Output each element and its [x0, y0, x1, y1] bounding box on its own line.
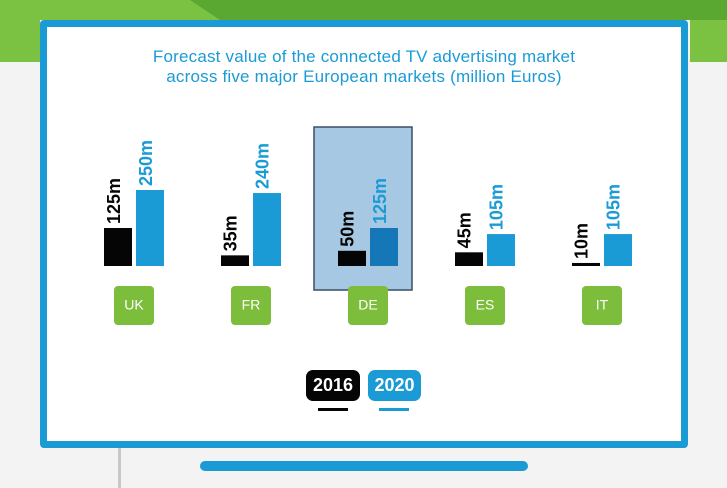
- legend-item-2016[interactable]: 2016: [306, 370, 360, 401]
- bar-2016-it: [572, 262, 600, 266]
- value-label-2020-de: 125m: [370, 178, 390, 224]
- category-badge-es: [465, 286, 505, 325]
- category-badge-de: [348, 286, 388, 325]
- category-label-de: DE: [358, 297, 377, 313]
- bar-2016-de: [338, 250, 366, 266]
- bar-2020-uk: [136, 190, 164, 266]
- chart-title-line-2: across five major European markets (mill…: [166, 67, 562, 86]
- category-label-fr: FR: [242, 297, 261, 313]
- category-label-uk: UK: [124, 297, 144, 313]
- value-label-2016-es: 45m: [455, 212, 475, 248]
- category-label-es: ES: [476, 297, 495, 313]
- value-label-2016-de: 50m: [338, 211, 358, 247]
- bar-2020-de: [370, 228, 398, 266]
- value-label-2016-uk: 125m: [104, 178, 124, 224]
- bar-2016-es: [455, 252, 483, 266]
- legend-underline-2020: [379, 408, 409, 411]
- tv-stand-bar: [200, 461, 528, 471]
- value-label-2020-uk: 250m: [136, 140, 156, 186]
- bar-2020-fr: [253, 193, 281, 266]
- value-label-2020-es: 105m: [487, 184, 507, 230]
- value-label-2016-fr: 35m: [221, 215, 241, 251]
- bar-2020-it: [604, 234, 632, 266]
- value-label-2016-it: 10m: [572, 223, 592, 259]
- legend-underline-2016: [318, 408, 348, 411]
- value-label-2020-it: 105m: [604, 184, 624, 230]
- chart-title-line-1: Forecast value of the connected TV adver…: [152, 47, 576, 66]
- category-label-it: IT: [596, 297, 609, 313]
- chart-title: Forecast value of the connected TV adver…: [40, 47, 688, 87]
- bar-2020-es: [487, 234, 515, 266]
- bar-2016-uk: [104, 228, 132, 266]
- value-label-2020-fr: 240m: [253, 143, 273, 189]
- tv-cable: [118, 448, 121, 488]
- bar-2016-fr: [221, 255, 249, 266]
- category-badge-uk: [114, 286, 154, 325]
- category-badge-it: [582, 286, 622, 325]
- category-badge-fr: [231, 286, 271, 325]
- legend-item-2020[interactable]: 2020: [368, 370, 421, 401]
